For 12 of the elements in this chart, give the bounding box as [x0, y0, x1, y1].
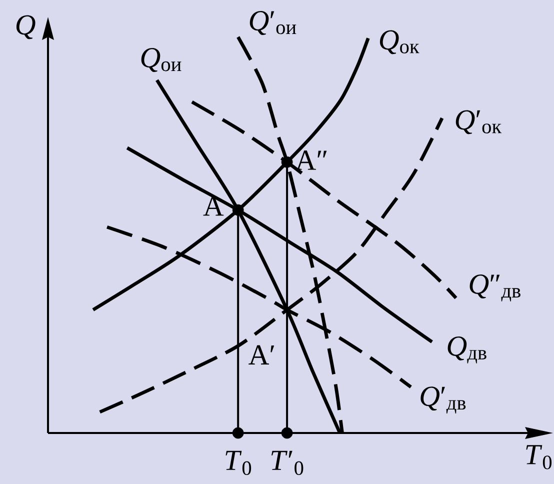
series-label: Q$_{дв}$: [448, 336, 486, 364]
series-label: Q′$_{дв}$: [420, 386, 466, 414]
annotation: A″: [296, 150, 327, 170]
series-label: Q″$_{дв}$: [470, 274, 520, 302]
series-label: Q$_{ок}$: [380, 30, 420, 54]
y-axis-title: Q: [16, 15, 36, 40]
series-label: Q′$_{ои}$: [250, 11, 296, 35]
series-label: Q′$_{ок}$: [456, 110, 502, 134]
series-label: Q$_{ои}$: [141, 48, 182, 72]
x-tick-label: T′$_{0}$: [272, 450, 304, 475]
annotation: A′: [248, 345, 274, 364]
annotation: A: [203, 196, 224, 216]
